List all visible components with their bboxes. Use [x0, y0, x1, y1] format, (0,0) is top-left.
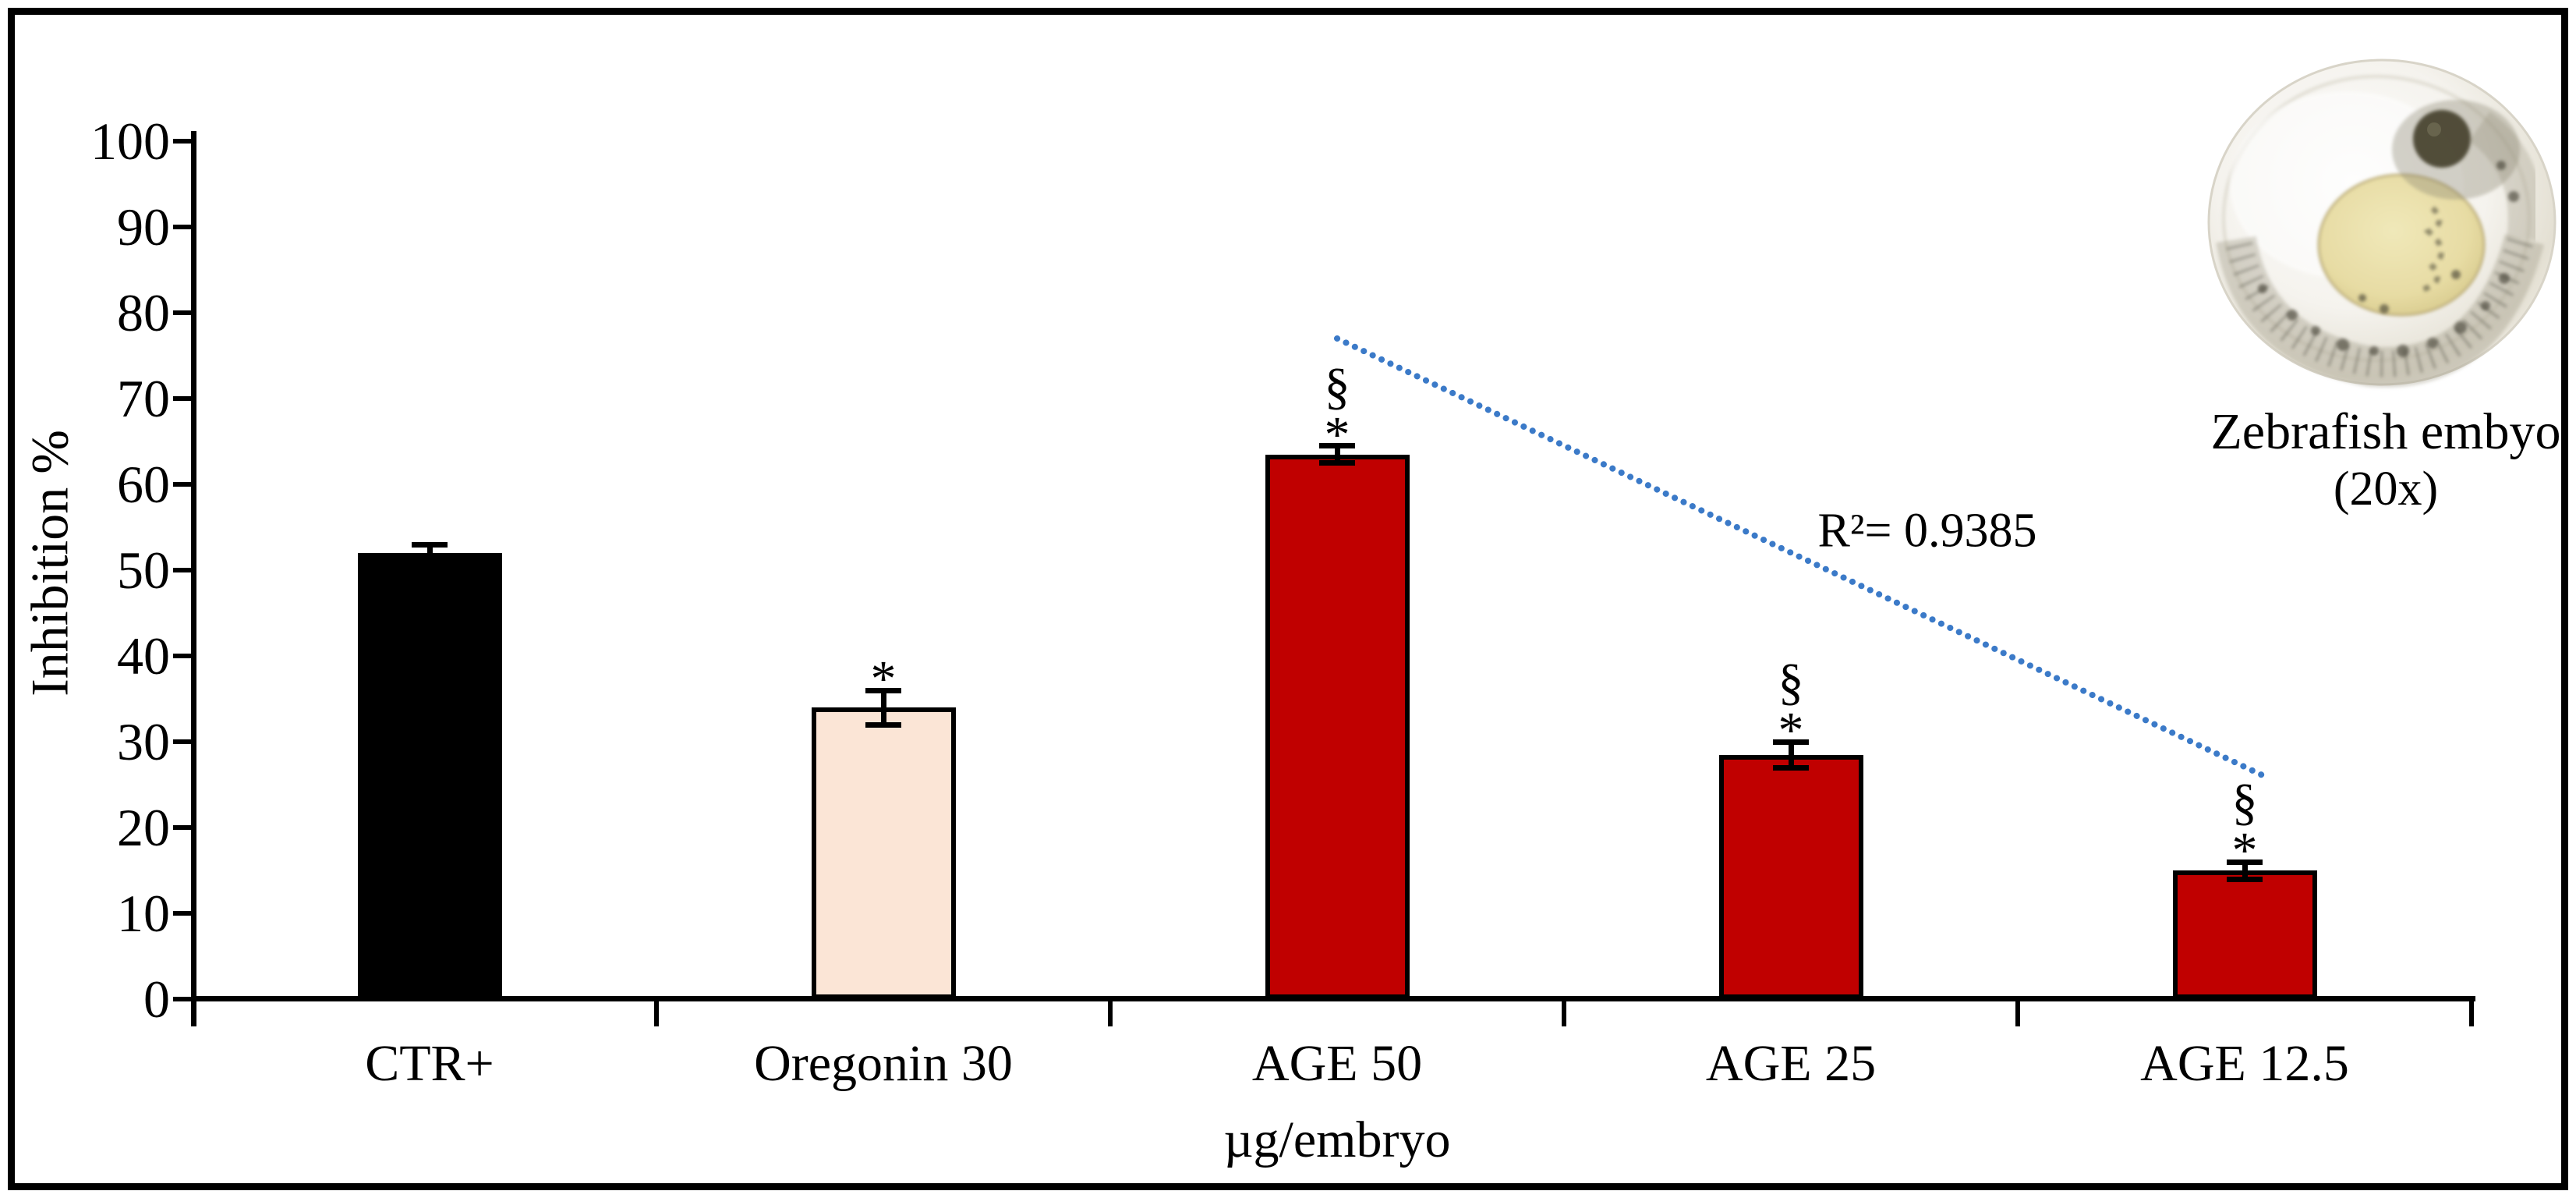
x-category-label: AGE 50	[1251, 1035, 1423, 1092]
y-tick-label: 100	[90, 112, 170, 171]
error-bar-cap	[412, 541, 448, 548]
bar-ctr-	[357, 553, 502, 999]
y-tick	[173, 568, 195, 572]
significance-asterisk: *	[1778, 702, 1804, 759]
y-tick	[173, 654, 195, 658]
y-tick-label: 80	[117, 283, 170, 342]
x-tick	[2469, 1001, 2474, 1026]
y-tick	[173, 739, 195, 744]
significance-section-mark: §	[2231, 774, 2258, 831]
significance-asterisk: *	[1324, 406, 1350, 463]
x-category-label: AGE 25	[1705, 1035, 1877, 1092]
y-tick	[173, 139, 195, 144]
y-tick-label: 40	[117, 626, 170, 686]
bar-age-12.5	[2172, 870, 2317, 999]
error-bar-stem	[427, 544, 433, 562]
y-tick-label: 0	[143, 969, 170, 1029]
embryo-magnification: (20x)	[2333, 463, 2439, 516]
x-tick	[1562, 1001, 1566, 1026]
bar-oregonin-30	[811, 707, 956, 999]
bar-age-25	[1718, 754, 1863, 999]
x-tick	[654, 1001, 659, 1026]
figure-border-frame	[8, 8, 2568, 1190]
x-axis-title: µg/embryo	[1223, 1111, 1451, 1168]
embryo-caption: Zebrafish embyo	[2210, 403, 2561, 460]
r-squared-label: R²= 0.9385	[1817, 504, 2037, 558]
error-bar-cap	[412, 558, 448, 565]
y-tick-label: 60	[117, 455, 170, 514]
significance-section-mark: §	[1778, 654, 1804, 711]
x-category-label: CTR+	[365, 1035, 494, 1092]
y-tick	[173, 825, 195, 830]
y-tick	[173, 482, 195, 487]
y-tick	[173, 911, 195, 916]
error-bar-cap	[2227, 859, 2263, 865]
error-bar-cap	[865, 687, 901, 693]
error-bar-stem	[881, 690, 886, 725]
y-tick	[173, 225, 195, 229]
x-tick	[1108, 1001, 1113, 1026]
y-tick	[173, 396, 195, 401]
error-bar-cap	[865, 721, 901, 728]
y-axis-line	[191, 131, 196, 1026]
significance-asterisk: *	[2231, 822, 2258, 879]
y-tick	[173, 310, 195, 315]
bar-age-50	[1265, 454, 1410, 999]
y-tick-label: 20	[117, 798, 170, 857]
y-tick	[173, 997, 195, 1001]
y-tick-label: 70	[117, 369, 170, 428]
x-tick	[2015, 1001, 2020, 1026]
zebrafish-embryo-image	[2207, 58, 2557, 388]
error-bar-cap	[2227, 876, 2263, 882]
x-category-label: AGE 12.5	[2140, 1035, 2349, 1092]
y-tick-label: 30	[117, 712, 170, 771]
y-tick-label: 90	[117, 197, 170, 257]
significance-section-mark: §	[1324, 357, 1350, 415]
significance-asterisk: *	[870, 650, 897, 707]
error-bar-cap	[1773, 764, 1809, 771]
error-bar-stem	[2242, 862, 2248, 879]
y-tick-label: 10	[117, 884, 170, 943]
x-category-label: Oregonin 30	[754, 1035, 1013, 1092]
y-tick-label: 50	[117, 541, 170, 600]
